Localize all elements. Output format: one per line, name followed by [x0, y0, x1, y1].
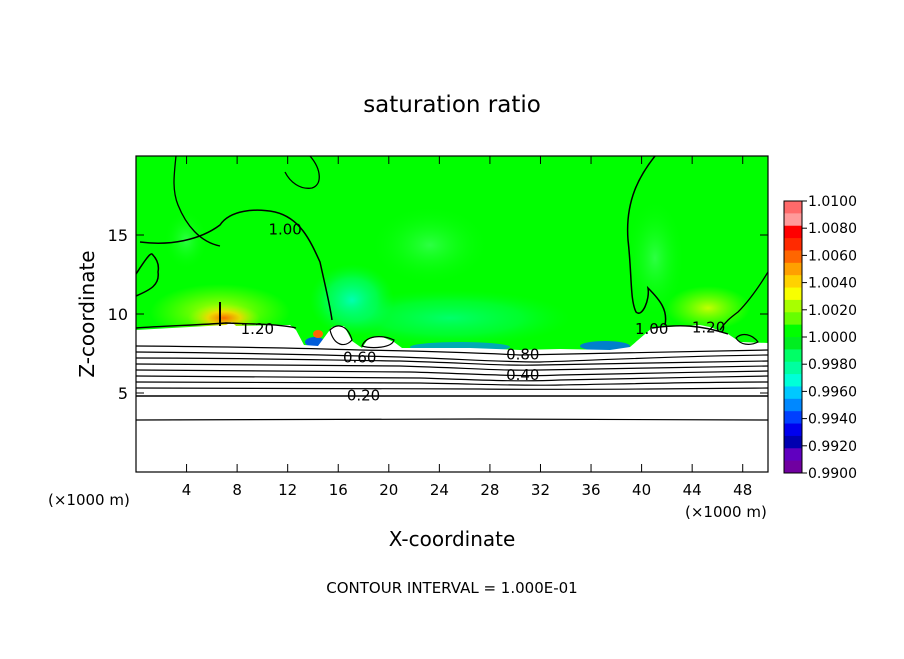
- contour-1.20-left: [136, 322, 297, 329]
- warm-core-left: [188, 304, 260, 332]
- x-tick-label: 32: [531, 481, 550, 499]
- cyan-plume-upper: [370, 205, 490, 285]
- contour-1.00-right: [626, 156, 667, 326]
- x-tick-label: 44: [683, 481, 702, 499]
- colorbar-segment: [784, 435, 802, 449]
- colorbar-label: 0.9900: [808, 466, 857, 482]
- x-tick-label: 40: [632, 481, 651, 499]
- colorbar-segment: [784, 411, 802, 425]
- contour-band-4: [136, 363, 768, 371]
- contour-label-layer: 1.00 1.20 0.60 0.20 0.80 0.40 1.00 1.20: [241, 221, 726, 405]
- contour-label: 0.20: [347, 387, 380, 405]
- contour-band-5: [136, 369, 768, 377]
- x-tick-label: 24: [430, 481, 449, 499]
- x-tick-label: 28: [480, 481, 499, 499]
- colorbar-segment: [784, 324, 802, 338]
- colorbar-label: 1.0000: [808, 330, 857, 346]
- colorbar-segment: [784, 250, 802, 264]
- colorbar-label: 1.0040: [808, 276, 857, 292]
- colorbar-segment: [784, 275, 802, 289]
- x-unit-left: (×1000 m): [48, 491, 130, 509]
- colorbar-segment: [784, 398, 802, 412]
- x-tick-label: 12: [278, 481, 297, 499]
- contour-band-7: [136, 381, 768, 386]
- contour-interval-note: CONTOUR INTERVAL = 1.000E-01: [326, 579, 577, 597]
- contour-label: 1.00: [635, 320, 668, 338]
- colorbar-segment: [784, 448, 802, 462]
- colorbar-segment: [784, 337, 802, 350]
- chart-title: saturation ratio: [363, 92, 541, 118]
- contour-1.00-top-bump: [284, 156, 320, 189]
- contour-band-1: [136, 345, 768, 356]
- colorbar-label: 0.9940: [808, 412, 857, 428]
- x-tick-label: 8: [232, 481, 242, 499]
- colorbar-label: 1.0080: [808, 221, 857, 237]
- colorbar: 1.0100 1.0080 1.0060 1.0040 1.0020 1.0000 0.99…: [783, 194, 857, 482]
- y-tick-label: 15: [108, 226, 128, 245]
- x-unit-right: (×1000 m): [685, 503, 767, 521]
- colorbar-segment: [784, 386, 802, 400]
- x-tick-label: 4: [182, 481, 192, 499]
- colorbar-segment: [784, 349, 802, 363]
- colorbar-segment: [784, 201, 802, 214]
- colorbar-segment: [784, 361, 802, 375]
- colorbar-label: 0.9980: [808, 357, 857, 373]
- contour-label: 0.40: [506, 366, 539, 384]
- cyan-plume-wide: [330, 290, 570, 346]
- colorbar-segment: [784, 299, 802, 313]
- colorbar-segment: [784, 238, 802, 251]
- colorbar-segment: [784, 262, 802, 276]
- colorbar-label: 1.0060: [808, 248, 857, 264]
- x-tick-label: 48: [733, 481, 752, 499]
- colorbar-segment: [784, 460, 802, 474]
- contour-1.20-right: [651, 325, 729, 335]
- colorbar-label: 0.9960: [808, 384, 857, 400]
- contour-label: 1.20: [241, 320, 274, 338]
- orange-spot: [313, 330, 323, 338]
- cyan-plume-right: [625, 198, 685, 318]
- colorbar-segment: [784, 225, 802, 239]
- colorbar-segment: [784, 423, 802, 437]
- colorbar-label: 1.0020: [808, 303, 857, 319]
- colorbar-segment: [784, 374, 802, 387]
- x-tick-label: 36: [581, 481, 600, 499]
- x-tick-label: 16: [329, 481, 348, 499]
- colorbar-segment: [784, 312, 802, 326]
- contour-island-a: [329, 325, 353, 346]
- contour-band-6: [136, 375, 768, 382]
- colorbar-label: 1.0100: [808, 194, 857, 210]
- plot-area: 1.00 1.20 0.60 0.20 0.80 0.40 1.00 1.20: [136, 156, 768, 472]
- colorbar-segment: [784, 213, 802, 227]
- y-tick-label: 10: [108, 305, 128, 324]
- contour-band-9: [136, 418, 768, 421]
- blue-band-right: [580, 341, 630, 351]
- contour-label: 1.00: [268, 221, 301, 239]
- x-axis: 4 8 12 16 20 24 28 32 36 40 44 48: [182, 156, 752, 499]
- contour-island-b: [361, 336, 395, 349]
- contour-label: 1.20: [692, 319, 725, 337]
- contour-label: 0.80: [506, 346, 539, 364]
- contour-band-2: [136, 351, 768, 363]
- y-axis: 5 10 15: [108, 226, 768, 403]
- colorbar-segment: [784, 287, 802, 301]
- contour-1.00-left-top: [173, 156, 221, 247]
- contour-lines: [136, 156, 768, 421]
- contour-1.00-left: [136, 209, 333, 321]
- contour-1.00-right-2: [719, 271, 768, 331]
- y-tick-label: 5: [118, 384, 128, 403]
- contour-island-c: [735, 333, 759, 345]
- contour-band-3: [136, 357, 768, 366]
- x-axis-label: X-coordinate: [389, 527, 516, 551]
- y-axis-label: Z-coordinate: [75, 250, 99, 377]
- contour-label: 0.60: [343, 349, 376, 367]
- colorbar-label: 0.9920: [808, 439, 857, 455]
- contour-band-8: [136, 387, 768, 391]
- x-tick-label: 20: [379, 481, 398, 499]
